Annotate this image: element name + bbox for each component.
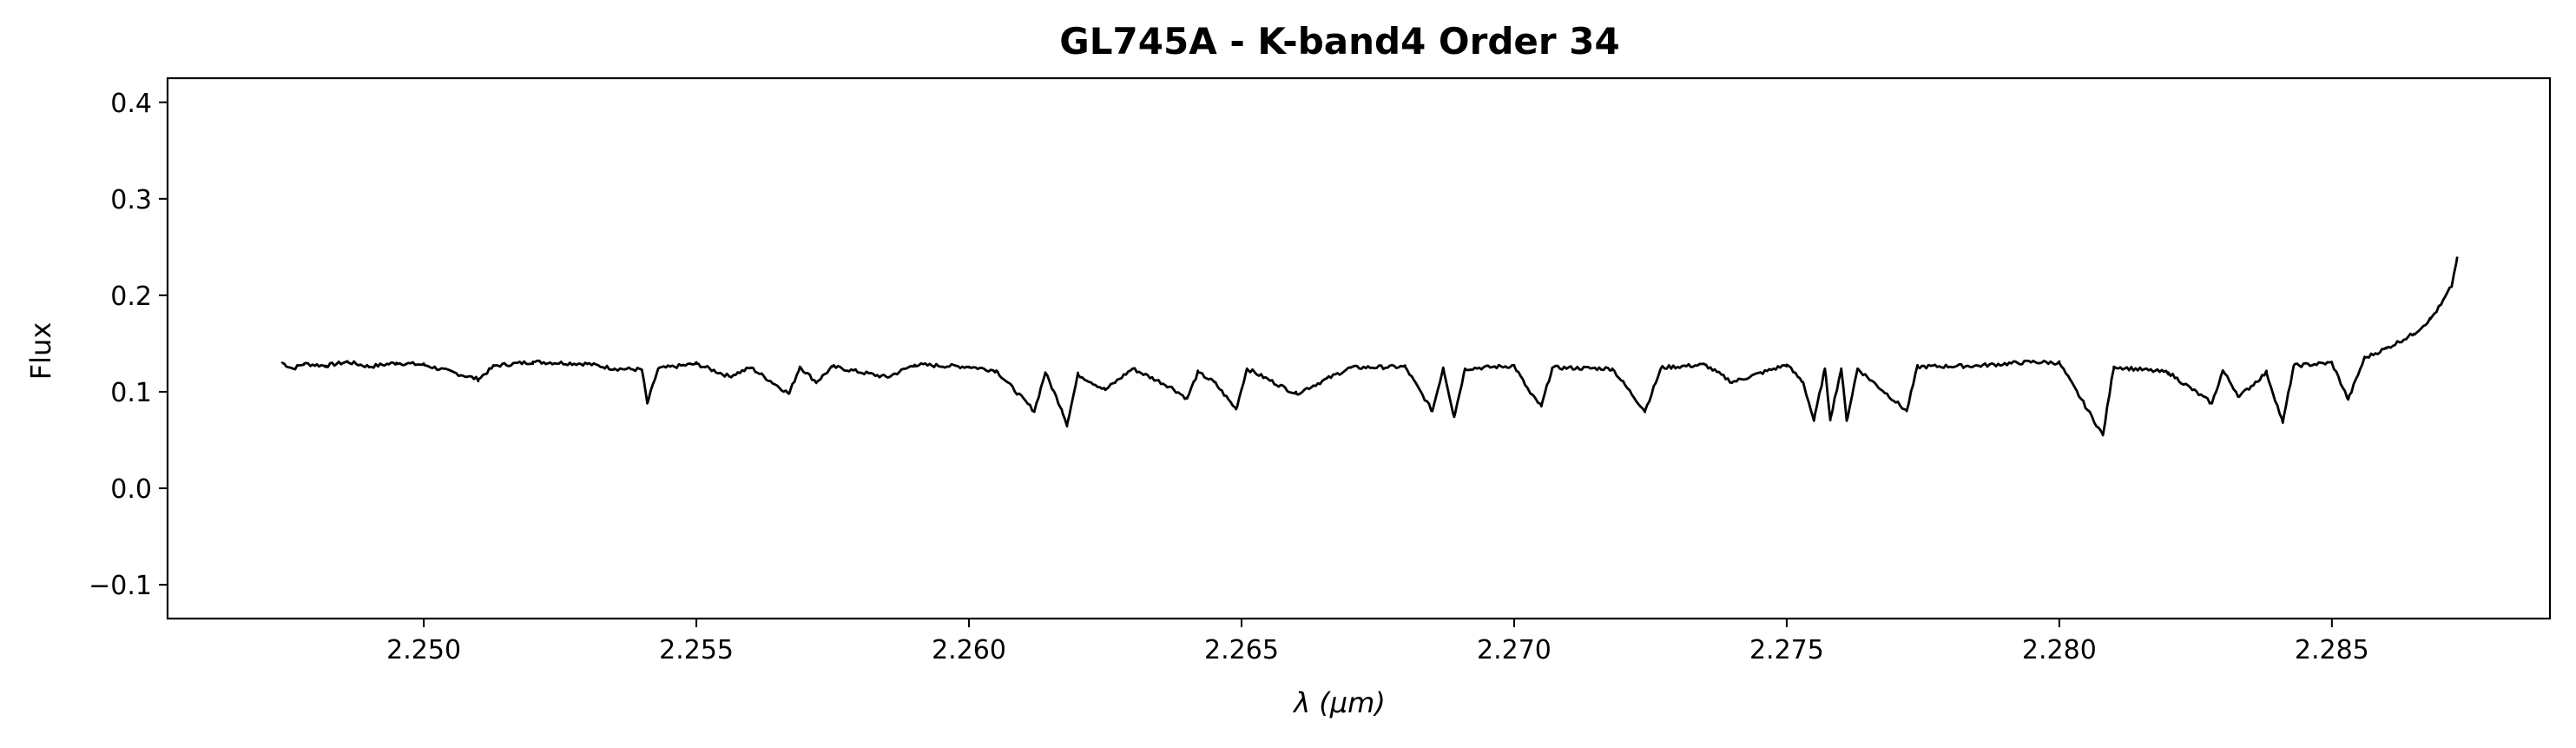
x-tick-label: 2.255 xyxy=(659,635,734,665)
x-axis-label: λ (μm) xyxy=(1292,686,1386,719)
x-tick-label: 2.265 xyxy=(1204,635,1279,665)
x-tick-label: 2.250 xyxy=(386,635,461,665)
y-tick-label: 0.4 xyxy=(110,89,152,119)
x-tick-label: 2.275 xyxy=(1749,635,1824,665)
chart-title: GL745A - K-band4 Order 34 xyxy=(1059,20,1619,63)
y-tick-label: 0.1 xyxy=(110,378,152,408)
y-tick-label: 0.2 xyxy=(110,281,152,312)
y-axis-label: Flux xyxy=(24,322,57,381)
y-tick-label: −0.1 xyxy=(89,571,152,601)
y-tick-label: 0.0 xyxy=(110,474,152,505)
flux-series-line xyxy=(280,256,2459,437)
y-tick-label: 0.3 xyxy=(110,185,152,215)
x-tick-label: 2.280 xyxy=(2022,635,2097,665)
x-tick-label: 2.270 xyxy=(1477,635,1552,665)
plot-area xyxy=(166,76,2552,620)
axes-frame xyxy=(166,76,2552,620)
x-tick-label: 2.285 xyxy=(2295,635,2369,665)
y-axis: −0.1 0.0 0.1 0.2 0.3 0.4 xyxy=(89,89,168,601)
x-axis: 2.250 2.255 2.260 2.265 2.270 2.275 2.280 2.285 xyxy=(386,619,2369,665)
x-tick-label: 2.260 xyxy=(932,635,1006,665)
